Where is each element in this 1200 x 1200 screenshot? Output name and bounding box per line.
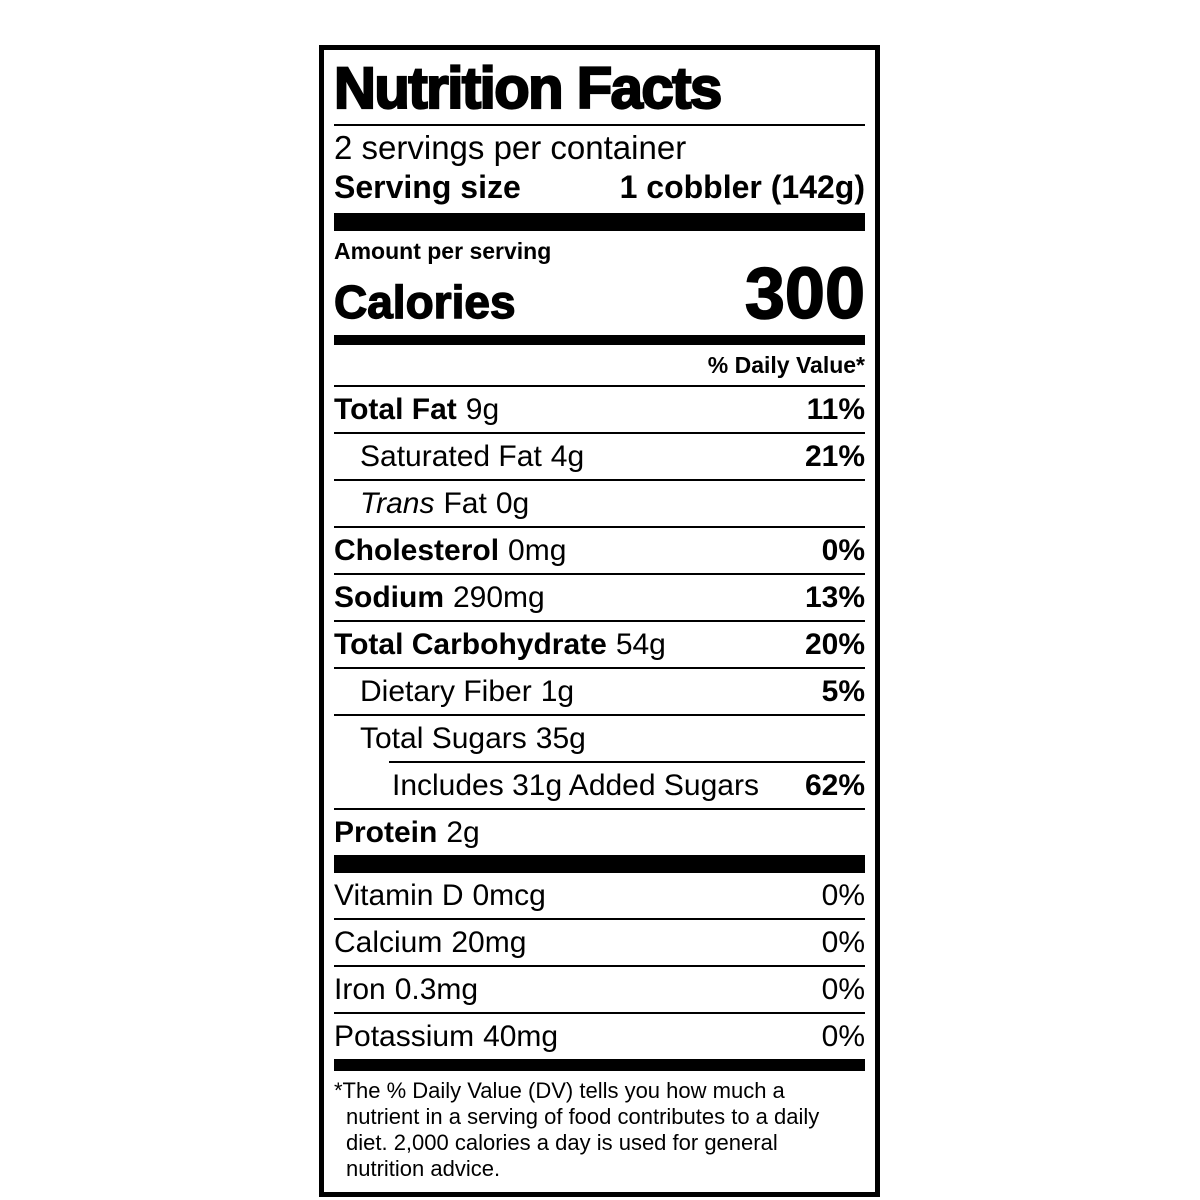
vitamin-name: Vitamin D	[334, 879, 464, 912]
daily-value-header: % Daily Value*	[334, 345, 865, 387]
serving-size-value: 1 cobbler (142g)	[619, 169, 865, 205]
label-title: Nutrition Facts	[333, 55, 865, 126]
servings-per-container: 2 servings per container	[334, 129, 687, 166]
nutrient-amount: 0mg	[508, 534, 567, 567]
nutrient-amount: 54g	[615, 628, 666, 661]
nutrient-row-cholesterol: Cholesterol 0mg 0%	[334, 526, 865, 573]
footnote: *The % Daily Value (DV) tells you how mu…	[334, 1078, 865, 1182]
vitamin-amount: 20mg	[451, 926, 527, 959]
nutrient-amount: 2g	[446, 816, 480, 849]
nutrient-name: Total Fat	[334, 393, 457, 426]
vitamin-row-calcium: Calcium 20mg 0%	[334, 918, 865, 965]
nutrient-amount: 35g	[535, 722, 586, 755]
vitamin-dv: 0%	[821, 879, 865, 912]
vitamin-amount: 0mcg	[472, 879, 546, 912]
nutrient-amount: 9g	[465, 393, 500, 426]
vitamin-name: Potassium	[334, 1020, 475, 1053]
nutrient-amount: 1g	[540, 675, 575, 708]
nutrient-name: Saturated Fat	[360, 440, 542, 473]
nutrient-row-total-fat: Total Fat 9g 11%	[334, 387, 865, 432]
nutrient-dv: 0%	[821, 534, 865, 567]
calories-label: Calories	[333, 275, 516, 328]
vitamin-row-potassium: Potassium 40mg 0%	[334, 1012, 865, 1059]
nutrient-name: Cholesterol	[334, 534, 500, 567]
nutrient-dv: 62%	[804, 769, 865, 802]
nutrient-name: Protein	[334, 816, 438, 849]
nutrient-row-total-sugars: Total Sugars 35g	[334, 714, 865, 761]
nutrition-facts-label: Nutrition Facts 2 servings per container…	[319, 45, 880, 1197]
nutrient-name: Fat	[443, 487, 487, 520]
divider-bar-bottom	[334, 1059, 865, 1071]
vitamin-dv: 0%	[821, 1020, 865, 1053]
vitamin-amount: 40mg	[483, 1020, 559, 1053]
calories-value: 300	[744, 254, 866, 334]
nutrient-name: Total Carbohydrate	[334, 628, 607, 661]
footnote-line: nutrient in a serving of food contribute…	[346, 1104, 820, 1129]
serving-size-row: Serving size 1 cobbler (142g)	[334, 167, 865, 207]
serving-size-label: Serving size	[334, 169, 521, 205]
vitamin-dv: 0%	[821, 973, 865, 1006]
nutrient-row-total-carbohydrate: Total Carbohydrate 54g 20%	[334, 620, 865, 667]
footnote-line: diet. 2,000 calories a day is used for g…	[346, 1130, 778, 1155]
nutrient-name: Total Sugars	[360, 722, 527, 755]
indented-separator	[389, 761, 865, 763]
divider-bar-calories	[334, 335, 865, 345]
vitamin-name: Calcium	[334, 926, 443, 959]
amount-per-serving-label: Amount per serving	[334, 238, 552, 264]
vitamin-row-iron: Iron 0.3mg 0%	[334, 965, 865, 1012]
nutrient-dv: 21%	[804, 440, 865, 473]
vitamin-name: Iron	[334, 973, 386, 1006]
nutrient-amount: 4g	[550, 440, 585, 473]
nutrient-amount: 0g	[495, 487, 530, 520]
nutrient-row-protein: Protein 2g	[334, 808, 865, 855]
vitamin-amount: 0.3mg	[394, 973, 479, 1006]
nutrient-row-trans-fat: Trans Fat 0g	[334, 479, 865, 526]
footnote-line: *The % Daily Value (DV) tells you how mu…	[334, 1078, 785, 1103]
nutrient-dv: 11%	[806, 393, 865, 426]
nutrient-row-sodium: Sodium 290mg 13%	[334, 573, 865, 620]
nutrient-dv: 5%	[821, 675, 865, 708]
vitamin-row-vitamin-d: Vitamin D 0mcg 0%	[334, 873, 865, 918]
nutrient-row-dietary-fiber: Dietary Fiber 1g 5%	[334, 667, 865, 714]
calories-row: Calories 300	[333, 254, 866, 334]
nutrient-dv: 13%	[804, 581, 865, 614]
nutrient-row-saturated-fat: Saturated Fat 4g 21%	[334, 432, 865, 479]
nutrient-name-italic: Trans	[360, 487, 435, 520]
nutrient-name: Includes 31g Added Sugars	[392, 769, 759, 802]
nutrient-dv: 20%	[804, 628, 865, 661]
nutrient-name: Dietary Fiber	[360, 675, 532, 708]
nutrient-row-added-sugars: Includes 31g Added Sugars 62%	[334, 763, 865, 808]
nutrient-amount: 290mg	[453, 581, 545, 614]
nutrient-name: Sodium	[334, 581, 444, 614]
divider-bar-top	[334, 213, 865, 231]
vitamin-dv: 0%	[821, 926, 865, 959]
divider-bar-middle	[334, 855, 865, 873]
footnote-line: nutrition advice.	[346, 1156, 501, 1181]
